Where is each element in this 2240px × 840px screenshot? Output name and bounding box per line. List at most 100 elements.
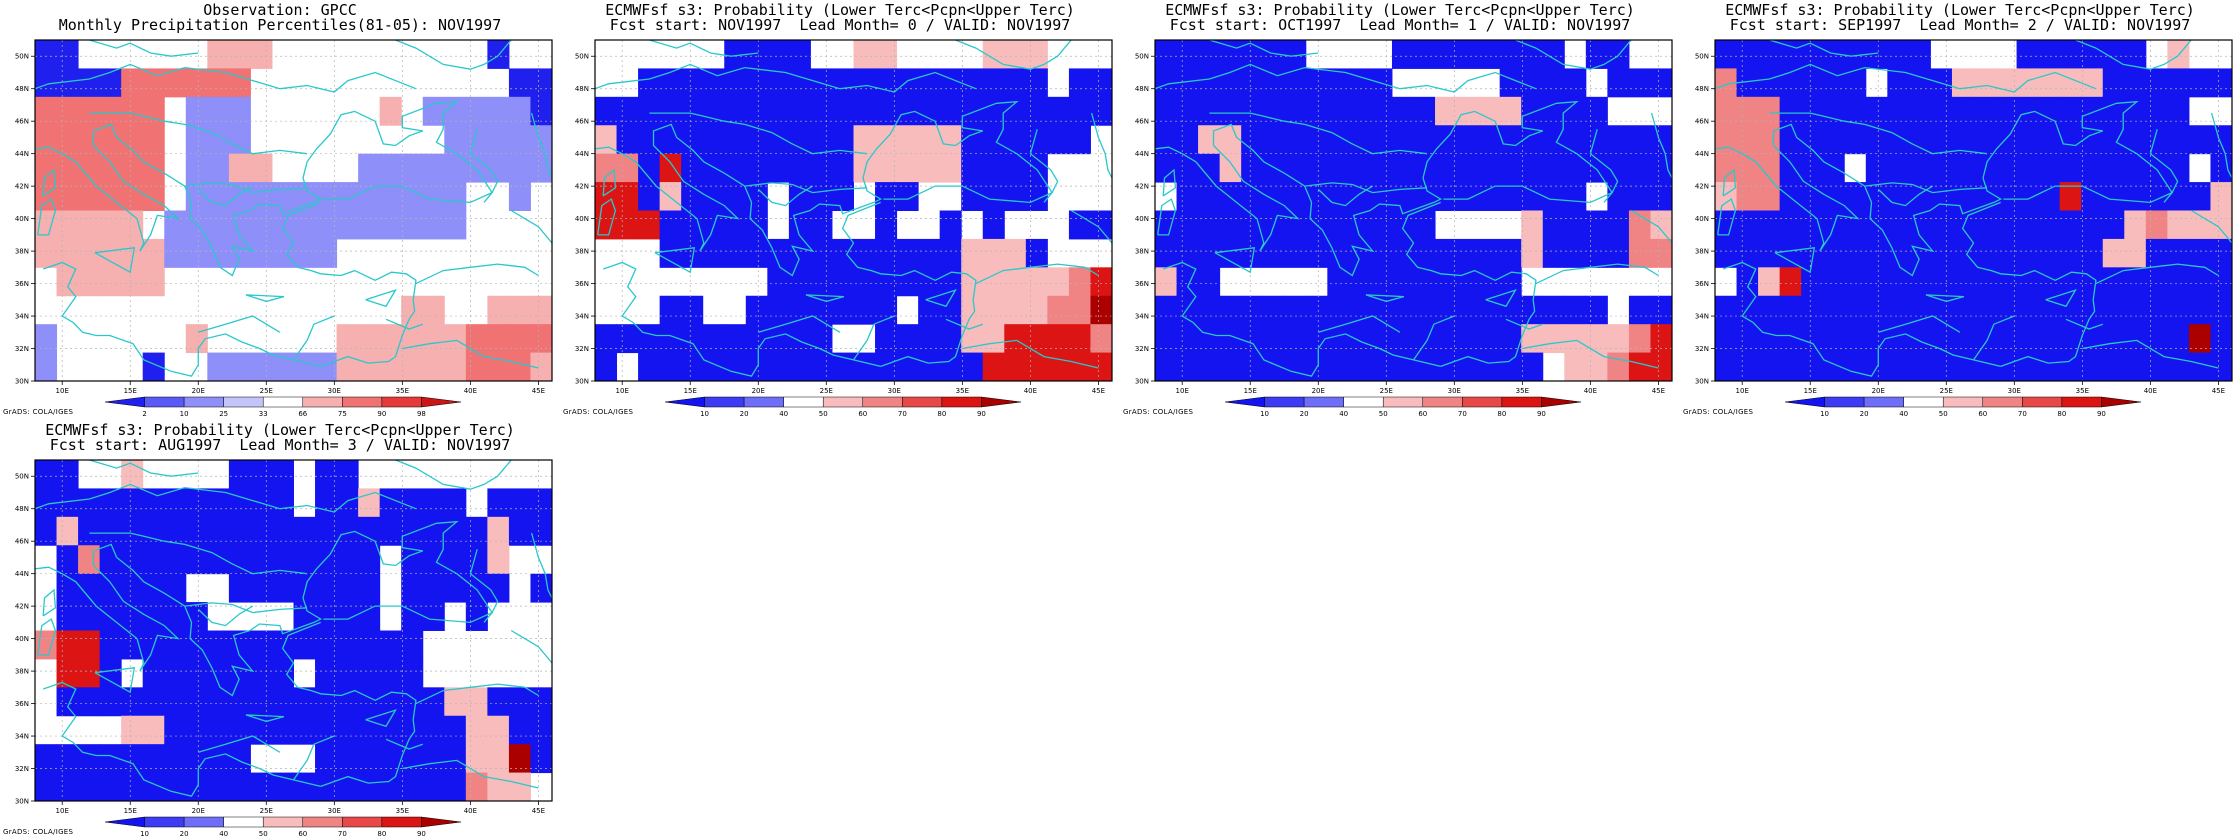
grid-cell xyxy=(185,687,208,717)
grid-cell xyxy=(1327,153,1350,183)
grid-cell xyxy=(788,153,811,183)
legend-tick-label: 10 xyxy=(180,410,189,418)
grid-cell xyxy=(1262,295,1285,325)
grid-cell xyxy=(1435,153,1458,183)
grid-cell xyxy=(2081,295,2104,325)
grid-cell xyxy=(1025,182,1048,211)
grid-cell xyxy=(2081,238,2104,268)
grid-cell xyxy=(1521,295,1544,325)
grid-cell xyxy=(1628,153,1651,183)
legend-tick-label: 20 xyxy=(740,410,749,418)
grid-cell xyxy=(2188,295,2211,325)
coastline xyxy=(649,40,759,57)
panel-forecast-lead-1: ECMWFsf s3: Probability (Lower Terc<Pcpn… xyxy=(1120,0,1680,420)
grid-cell xyxy=(1004,153,1027,183)
legend-swatch xyxy=(1942,396,1984,408)
legend-tick-label: 10 xyxy=(700,410,709,418)
grid-cell xyxy=(1327,210,1350,240)
grid-cell xyxy=(1607,153,1630,183)
grid-cell xyxy=(465,125,488,155)
grid-cell xyxy=(293,545,316,575)
grid-cell xyxy=(1801,125,1824,155)
lat-label: 32N xyxy=(15,345,29,353)
lon-label: 30E xyxy=(1448,387,1461,395)
lon-label: 15E xyxy=(1244,387,1257,395)
grid-cell xyxy=(1413,238,1436,268)
grid-cell xyxy=(271,516,294,546)
legend-swatch xyxy=(1382,396,1424,408)
coastline xyxy=(925,380,927,381)
grid-cell xyxy=(508,324,531,354)
grid-cell xyxy=(2059,267,2082,297)
grid-cell xyxy=(1585,238,1608,268)
coastline xyxy=(42,168,57,197)
coastline xyxy=(1774,247,1816,274)
coastline xyxy=(1715,63,2097,93)
grid-cell xyxy=(250,687,273,717)
grid-cell xyxy=(702,125,725,155)
grid-cell xyxy=(336,744,359,774)
grid-cell xyxy=(142,744,165,774)
grid-cell xyxy=(35,96,58,126)
grid-cell xyxy=(1348,182,1371,211)
grid-cell xyxy=(1155,96,1178,126)
lon-label: 30E xyxy=(2008,387,2021,395)
lat-label: 48N xyxy=(15,505,29,513)
map-frame xyxy=(34,459,553,802)
grid-cell xyxy=(2167,96,2190,126)
coastline xyxy=(1401,201,1537,368)
lat-label: 48N xyxy=(575,85,589,93)
grid-cell xyxy=(2038,324,2061,354)
grid-cell xyxy=(121,516,144,546)
lat-label: 34N xyxy=(1695,313,1709,321)
grid-cell xyxy=(185,96,208,126)
grid-cell xyxy=(2102,295,2125,325)
grid-cell xyxy=(2145,96,2168,126)
grid-cell xyxy=(142,687,165,717)
grid-cell xyxy=(1327,96,1350,126)
grid-cell xyxy=(444,516,467,546)
grid-cell xyxy=(1758,68,1781,98)
legend-tick-label: 60 xyxy=(298,830,307,838)
grid-cell xyxy=(508,772,531,802)
grid-cell xyxy=(1908,295,1931,325)
grid-cell xyxy=(1456,295,1479,325)
coastline xyxy=(1412,315,1455,361)
grid-cell xyxy=(1499,267,1522,297)
grid-cell xyxy=(659,324,682,354)
grid-cell xyxy=(358,182,381,211)
grid-cell xyxy=(508,125,531,155)
grid-cell xyxy=(1715,153,1738,183)
grid-cell xyxy=(185,658,208,688)
grid-cell xyxy=(336,772,359,802)
grid-cell xyxy=(659,153,682,183)
grid-cell xyxy=(1176,210,1199,240)
grid-cell xyxy=(1327,324,1350,354)
coastline xyxy=(852,315,895,361)
grid-cell xyxy=(1779,182,1802,211)
grid-cell xyxy=(207,182,230,211)
lat-label: 34N xyxy=(575,313,589,321)
grid-cell xyxy=(638,210,661,240)
grid-cell xyxy=(1822,153,1845,183)
legend-swatch xyxy=(1224,396,1265,408)
grid-cell xyxy=(1198,267,1221,297)
axis-labels: 30N 32N 34N 36N 38N 40N 42N 44N 46N 48N 50N 10E 15E 2… xyxy=(15,473,545,815)
panel-subtitle: Monthly Precipitation Percentiles(81-05)… xyxy=(58,16,502,34)
grid-cell xyxy=(1951,125,1974,155)
legend-tick-label: 20 xyxy=(180,830,189,838)
coastline xyxy=(469,549,499,623)
grid-cell xyxy=(1887,295,1910,325)
grid-cell xyxy=(1370,267,1393,297)
grid-cell xyxy=(595,182,618,211)
grid-cell xyxy=(659,182,682,211)
legend-swatch xyxy=(104,816,145,828)
grid-cell xyxy=(379,488,402,518)
lat-label: 30N xyxy=(15,378,29,386)
grid-cell xyxy=(1973,267,1996,297)
grid-cell xyxy=(1348,295,1371,325)
grid-cell xyxy=(853,352,876,382)
legend-swatch xyxy=(941,396,982,408)
grid-cell xyxy=(1585,210,1608,240)
grid-cell xyxy=(465,602,488,631)
